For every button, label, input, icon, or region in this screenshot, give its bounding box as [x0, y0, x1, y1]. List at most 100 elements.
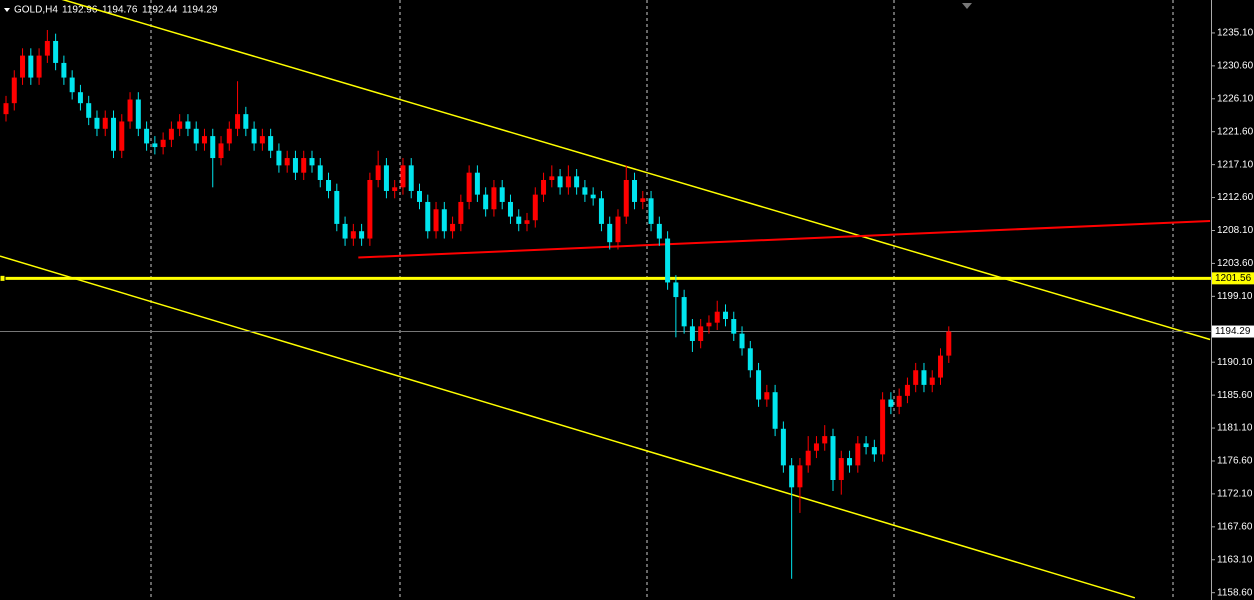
candle-body — [780, 428, 786, 466]
hline-price-box — [1212, 272, 1254, 285]
candle-body — [665, 238, 671, 283]
candle-body — [913, 370, 919, 385]
candle-body — [590, 194, 596, 199]
candle-body — [805, 450, 811, 466]
candle-body — [731, 319, 737, 334]
candle-body — [28, 55, 34, 78]
candle-body — [144, 128, 150, 144]
candle-body — [425, 201, 431, 232]
candle-body — [284, 158, 290, 166]
candle-body — [259, 136, 265, 144]
candle-body — [756, 370, 762, 400]
y-tick-label: 1203.60 — [1217, 258, 1254, 269]
candle-body — [408, 165, 414, 191]
candle-body — [61, 62, 67, 78]
candle-body — [491, 187, 497, 210]
candle-body — [102, 117, 108, 129]
header-value: 1192.96 — [62, 5, 98, 16]
candle-body — [326, 180, 332, 191]
candle-body — [623, 180, 629, 217]
hline-handle — [0, 274, 6, 282]
candle-body — [871, 447, 877, 455]
y-tick-label: 1163.10 — [1217, 554, 1253, 565]
candle-body — [375, 165, 381, 180]
candle-body — [334, 190, 340, 224]
y-tick-label: 1176.60 — [1217, 456, 1253, 467]
candle-body — [921, 370, 927, 385]
period-separators — [150, 0, 1174, 600]
candle-body — [598, 198, 604, 224]
candle-body — [483, 194, 489, 210]
candle-body — [210, 136, 216, 159]
candle-body — [441, 209, 447, 232]
candle-body — [739, 333, 745, 349]
current-price-box — [1212, 325, 1254, 338]
current-price-label: 1194.29 — [1215, 326, 1251, 337]
candle-body — [111, 117, 117, 151]
candle-body — [350, 231, 356, 239]
candle-body — [896, 395, 902, 407]
candle-body — [20, 55, 26, 78]
y-tick-label: 1185.60 — [1217, 390, 1253, 401]
candle-body — [880, 399, 886, 455]
candle-body — [218, 143, 224, 159]
candle-body — [499, 187, 505, 202]
candle-body — [574, 176, 580, 188]
candle-body — [838, 458, 844, 480]
candle-body — [632, 180, 638, 202]
candle-body — [946, 331, 952, 356]
candle-body — [714, 311, 720, 323]
header-value: 1194.76 — [102, 5, 138, 16]
candle-body — [201, 136, 207, 144]
candle-body — [193, 128, 199, 144]
candle-body — [888, 399, 894, 407]
y-tick-label: 1181.10 — [1217, 423, 1253, 434]
candle-body — [185, 121, 191, 129]
candle-body — [44, 40, 50, 56]
candle-body — [317, 165, 323, 180]
trendline — [0, 255, 1136, 599]
candle-body — [541, 180, 547, 195]
trendline — [358, 219, 1211, 259]
candle-body — [160, 139, 166, 148]
candle-body — [516, 216, 522, 224]
candle-body — [938, 355, 944, 378]
candle-body — [507, 201, 513, 217]
candle-body — [822, 436, 828, 444]
hline-price-label: 1201.56 — [1215, 273, 1252, 284]
candle-body — [383, 165, 389, 191]
candle-body — [722, 311, 728, 320]
candle-body — [243, 114, 249, 129]
candle-body — [309, 158, 315, 166]
candle-body — [698, 326, 704, 341]
candle-body — [53, 40, 59, 63]
candle-body — [747, 348, 753, 371]
candle-body — [830, 436, 836, 480]
candle-body — [127, 99, 133, 122]
candle-body — [607, 223, 613, 243]
candle-body — [582, 187, 588, 195]
candle-body — [392, 187, 398, 191]
candle-body — [458, 201, 464, 224]
candle-body — [77, 92, 83, 104]
candle-body — [400, 165, 406, 188]
candle-body — [86, 103, 92, 118]
candle-body — [689, 326, 695, 341]
candle-body — [292, 158, 298, 173]
y-tick-label: 1190.10 — [1217, 357, 1253, 368]
y-tick-label: 1217.10 — [1217, 159, 1254, 170]
candle-body — [69, 77, 75, 93]
candle-body — [557, 176, 563, 188]
candle-body — [797, 465, 803, 488]
candle-body — [135, 99, 141, 129]
candle-body — [863, 443, 869, 448]
y-tick-label: 1208.10 — [1217, 225, 1254, 236]
candle-body — [367, 180, 373, 239]
candle-body — [847, 458, 853, 466]
y-tick-label: 1199.10 — [1217, 291, 1253, 302]
candle-body — [772, 392, 778, 429]
candle-body — [673, 282, 679, 298]
